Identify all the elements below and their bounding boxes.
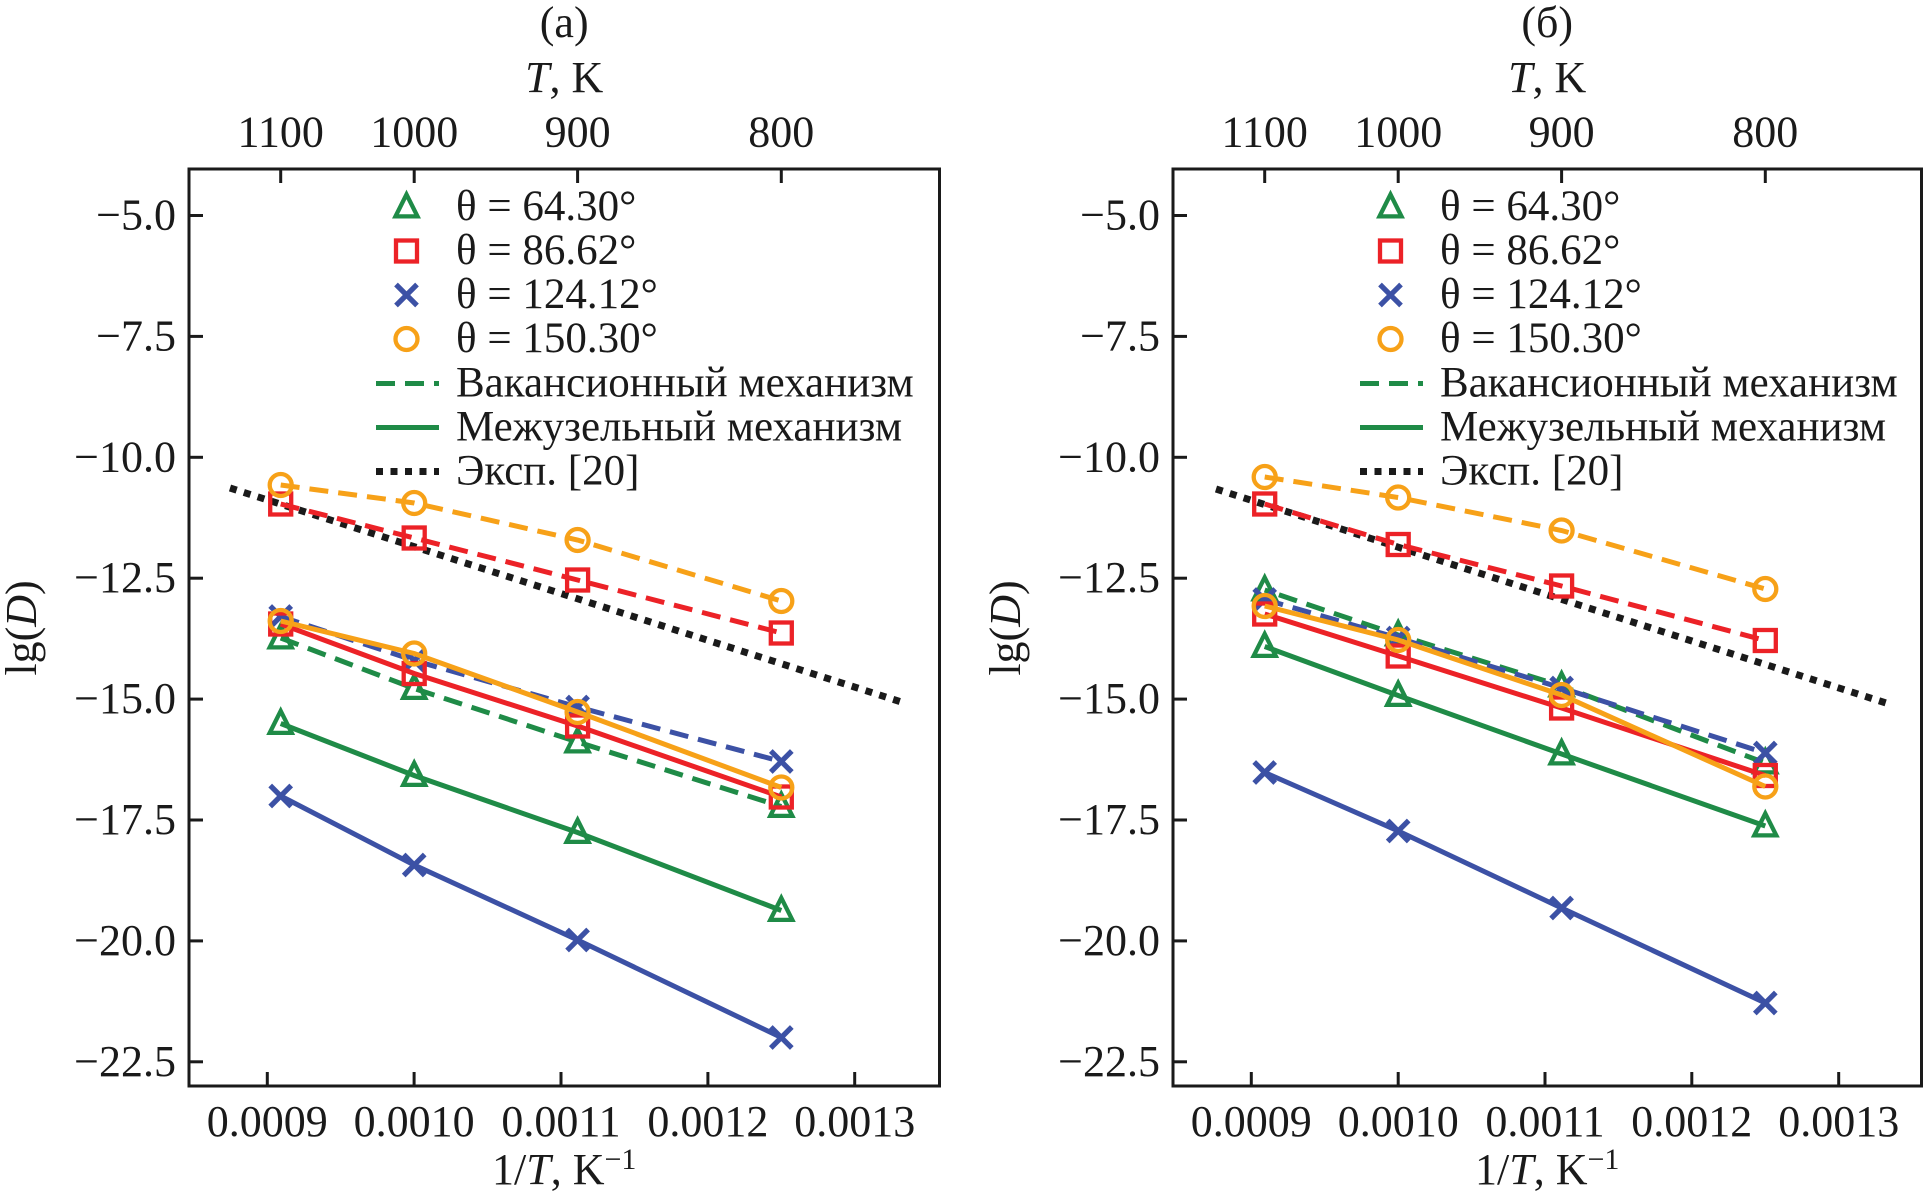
svg-text:0.0009: 0.0009 [1191, 1097, 1312, 1146]
svg-text:Эксп. [20]: Эксп. [20] [456, 448, 639, 495]
svg-text:−7.5: −7.5 [96, 311, 176, 360]
svg-text:lg(D): lg(D) [0, 580, 46, 675]
svg-text:0.0013: 0.0013 [794, 1097, 915, 1146]
svg-text:T, K: T, K [525, 53, 603, 102]
svg-text:−22.5: −22.5 [1058, 1037, 1160, 1086]
svg-text:θ = 64.30°: θ = 64.30° [1440, 183, 1620, 230]
svg-text:θ = 124.12°: θ = 124.12° [456, 271, 658, 318]
svg-text:T, K: T, K [1508, 53, 1586, 102]
svg-text:θ = 150.30°: θ = 150.30° [456, 315, 658, 362]
svg-text:Межузельный механизм: Межузельный механизм [1440, 404, 1886, 451]
svg-text:Межузельный механизм: Межузельный механизм [456, 404, 902, 451]
svg-text:1000: 1000 [370, 108, 458, 157]
svg-text:−20.0: −20.0 [1058, 916, 1160, 965]
svg-text:Эксп. [20]: Эксп. [20] [1440, 448, 1623, 495]
svg-text:800: 800 [1732, 108, 1798, 157]
svg-text:−20.0: −20.0 [74, 916, 176, 965]
svg-text:0.0011: 0.0011 [1485, 1097, 1604, 1146]
svg-text:lg(D): lg(D) [981, 580, 1030, 675]
svg-text:−10.0: −10.0 [1058, 432, 1160, 481]
svg-text:−5.0: −5.0 [1080, 191, 1160, 240]
svg-text:0.0012: 0.0012 [1631, 1097, 1752, 1146]
svg-text:θ = 64.30°: θ = 64.30° [456, 183, 636, 230]
svg-text:θ = 86.62°: θ = 86.62° [1440, 227, 1620, 274]
svg-text:0.0009: 0.0009 [207, 1097, 328, 1146]
svg-text:−5.0: −5.0 [96, 191, 176, 240]
svg-text:900: 900 [545, 108, 611, 157]
svg-text:−10.0: −10.0 [74, 432, 176, 481]
svg-text:0.0013: 0.0013 [1778, 1097, 1899, 1146]
svg-text:0.0012: 0.0012 [647, 1097, 768, 1146]
svg-text:0.0010: 0.0010 [354, 1097, 475, 1146]
svg-text:900: 900 [1529, 108, 1595, 157]
svg-text:800: 800 [748, 108, 814, 157]
svg-text:−12.5: −12.5 [74, 553, 176, 602]
svg-text:θ = 150.30°: θ = 150.30° [1440, 315, 1642, 362]
svg-text:−17.5: −17.5 [1058, 795, 1160, 844]
svg-text:1100: 1100 [1222, 108, 1308, 157]
svg-text:Вакансионный механизм: Вакансионный механизм [456, 360, 914, 407]
svg-text:Вакансионный механизм: Вакансионный механизм [1440, 360, 1898, 407]
svg-text:−15.0: −15.0 [74, 674, 176, 723]
svg-text:−15.0: −15.0 [1058, 674, 1160, 723]
svg-text:1100: 1100 [238, 108, 324, 157]
svg-text:1000: 1000 [1354, 108, 1442, 157]
svg-text:θ = 124.12°: θ = 124.12° [1440, 271, 1642, 318]
svg-text:θ = 86.62°: θ = 86.62° [456, 227, 636, 274]
svg-text:(а): (а) [540, 0, 589, 47]
svg-text:−22.5: −22.5 [74, 1037, 176, 1086]
svg-text:−7.5: −7.5 [1080, 311, 1160, 360]
svg-text:−12.5: −12.5 [1058, 553, 1160, 602]
svg-text:−17.5: −17.5 [74, 795, 176, 844]
svg-text:0.0010: 0.0010 [1338, 1097, 1459, 1146]
svg-text:0.0011: 0.0011 [501, 1097, 620, 1146]
svg-text:(б): (б) [1521, 0, 1573, 47]
